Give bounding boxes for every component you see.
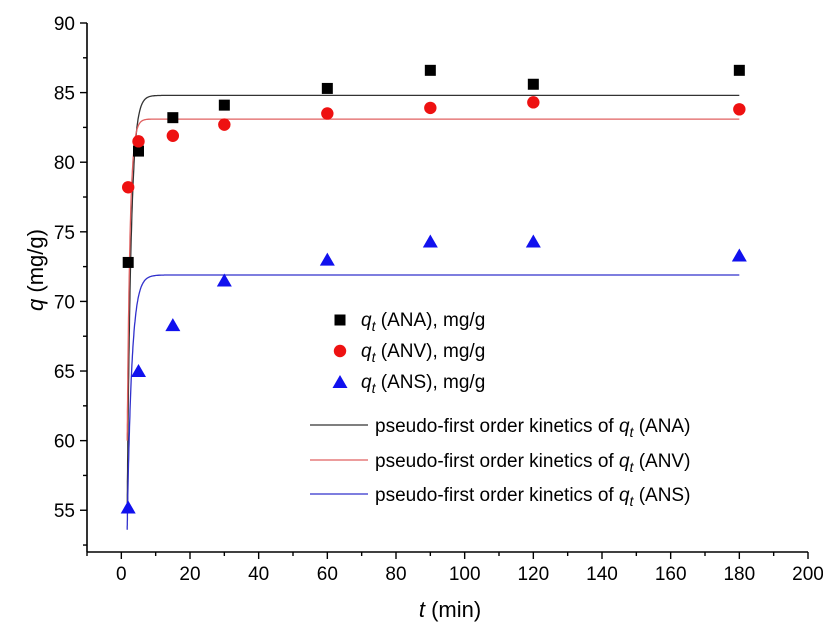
x-axis-title: t (min) xyxy=(419,597,481,622)
data-point-circle xyxy=(122,181,135,194)
y-tick-label: 80 xyxy=(54,153,75,174)
data-point-triangle xyxy=(120,500,136,514)
legend-label: qt (ANV), mg/g xyxy=(361,341,485,365)
y-tick-label: 70 xyxy=(54,292,75,313)
y-axis-var: q xyxy=(23,298,48,311)
x-tick-label: 80 xyxy=(385,564,406,585)
x-tick-label: 100 xyxy=(449,564,481,585)
data-point-triangle xyxy=(216,273,232,287)
y-tick-label: 85 xyxy=(54,84,75,105)
legend-label-var: q xyxy=(619,451,630,472)
y-tick-label: 55 xyxy=(54,501,75,522)
x-axis-unit: (min) xyxy=(425,597,481,622)
fit-line xyxy=(126,94,740,511)
legend-label-pre: pseudo-first order kinetics of xyxy=(375,416,619,437)
data-point-square xyxy=(733,64,745,76)
data-point-circle xyxy=(218,118,231,131)
legend-label: pseudo-first order kinetics of qt (ANA) xyxy=(375,416,690,440)
data-point-triangle xyxy=(422,234,438,248)
x-tick-label: 20 xyxy=(179,564,200,585)
x-tick-label: 200 xyxy=(792,564,823,585)
legend-label-text: (ANV), mg/g xyxy=(375,341,485,362)
legend-label-sub: t xyxy=(372,318,377,334)
legend-label-post: (ANV) xyxy=(633,451,690,472)
legend-label-text: (ANA), mg/g xyxy=(375,310,485,331)
data-markers xyxy=(120,64,747,514)
x-tick-label: 180 xyxy=(723,564,755,585)
legend-label-sub: t xyxy=(630,493,635,509)
legend-label-var: q xyxy=(361,372,372,393)
y-tick-label: 90 xyxy=(54,14,75,35)
legend-label-pre: pseudo-first order kinetics of xyxy=(375,485,619,506)
x-tick-label: 160 xyxy=(655,564,687,585)
data-point-circle xyxy=(424,101,437,115)
legend-label-var: q xyxy=(361,341,372,362)
legend-label-var: q xyxy=(619,416,630,437)
legend-label-sub: t xyxy=(630,424,635,440)
legend-marker xyxy=(334,314,346,326)
y-tick-label: 60 xyxy=(54,432,75,453)
y-axis-title: q (mg/g) xyxy=(23,229,48,311)
x-tick-label: 40 xyxy=(248,564,269,585)
y-axis-unit: (mg/g) xyxy=(23,229,48,299)
legend-label: qt (ANS), mg/g xyxy=(361,372,485,396)
data-point-square xyxy=(167,112,179,124)
legend-marker xyxy=(332,375,348,388)
data-point-triangle xyxy=(131,364,146,378)
legend-label-var: q xyxy=(361,310,372,331)
x-tick-label: 0 xyxy=(116,564,127,585)
legend-label-post: (ANA) xyxy=(633,416,690,437)
legend-label: qt (ANA), mg/g xyxy=(361,310,485,334)
data-point-triangle xyxy=(525,234,541,248)
data-point-square xyxy=(527,78,539,90)
axes: 0 20 40 60 80 100 120 140 160 180 200 55 60 65 70 75 80 8… xyxy=(54,14,823,585)
y-tick-label: 75 xyxy=(54,223,75,244)
data-point-triangle xyxy=(165,318,181,332)
data-point-circle xyxy=(166,129,180,142)
x-axis-var: t xyxy=(419,597,426,622)
x-tick-label: 60 xyxy=(317,564,338,585)
data-point-square xyxy=(122,256,134,268)
legend-label-sub: t xyxy=(372,349,377,365)
legend-label: pseudo-first order kinetics of qt (ANV) xyxy=(375,451,690,475)
x-tick-label: 140 xyxy=(586,564,618,585)
legend: qt (ANA), mg/gqt (ANV), mg/gqt (ANS), mg… xyxy=(310,310,690,509)
data-point-square xyxy=(424,64,436,76)
legend-label: pseudo-first order kinetics of qt (ANS) xyxy=(375,485,690,509)
legend-label-sub: t xyxy=(630,459,635,475)
legend-marker xyxy=(333,344,347,358)
data-point-circle xyxy=(527,96,540,109)
legend-label-pre: pseudo-first order kinetics of xyxy=(375,451,619,472)
legend-label-text: (ANS), mg/g xyxy=(375,372,485,393)
fit-line xyxy=(126,274,740,530)
data-point-circle xyxy=(733,103,746,116)
data-point-square xyxy=(218,99,230,111)
legend-label-var: q xyxy=(619,485,630,506)
legend-label-sub: t xyxy=(372,380,377,396)
fit-lines xyxy=(126,94,740,530)
legend-label-post: (ANS) xyxy=(633,485,690,506)
data-point-square xyxy=(133,145,144,157)
data-point-triangle xyxy=(319,252,335,266)
data-point-square xyxy=(321,82,333,94)
data-point-circle xyxy=(132,135,145,148)
data-point-triangle xyxy=(731,248,747,262)
x-tick-label: 120 xyxy=(517,564,549,585)
data-point-circle xyxy=(321,107,334,120)
fit-line xyxy=(126,118,740,441)
y-tick-label: 65 xyxy=(54,362,75,383)
